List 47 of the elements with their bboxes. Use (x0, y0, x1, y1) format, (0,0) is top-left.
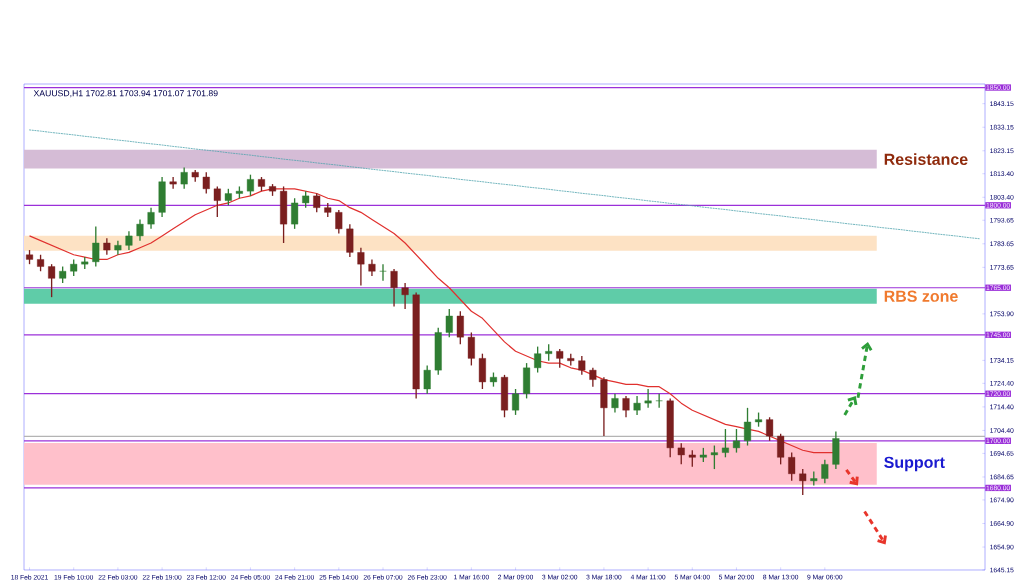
candlestick (622, 395, 630, 418)
candlestick (578, 355, 586, 376)
candlestick (744, 407, 752, 447)
candlestick (291, 197, 299, 230)
candlestick (213, 185, 221, 218)
candlestick (335, 209, 343, 235)
candlestick (180, 166, 188, 190)
candlestick (611, 393, 619, 414)
candlestick (721, 428, 729, 458)
candlestick (401, 282, 409, 310)
candlestick (556, 348, 564, 369)
candlestick (478, 353, 486, 390)
candlestick (788, 451, 796, 482)
candlestick (821, 458, 829, 484)
candlestick (534, 345, 542, 374)
candlestick (202, 171, 210, 195)
annotation: XAUUSD,H1 1702.81 1703.94 1701.07 1701.89 (33, 90, 218, 98)
candlestick (379, 263, 387, 282)
candlestick (644, 388, 652, 409)
candlestick (467, 331, 475, 367)
candlestick (169, 176, 177, 190)
candlestick (390, 268, 398, 308)
candlestick (92, 225, 100, 268)
candlestick (512, 388, 520, 416)
band-label: RBS zone (884, 290, 958, 302)
band-label: Resistance (884, 153, 968, 165)
candlestick (732, 428, 740, 454)
candlestick (147, 206, 155, 230)
candlestick (125, 230, 133, 251)
candlestick (777, 433, 785, 466)
candlestick (346, 223, 354, 258)
candlestick (136, 218, 144, 242)
candlestick (313, 192, 321, 214)
candlestick (48, 263, 56, 298)
candlestick (423, 364, 431, 395)
candlestick (246, 174, 254, 197)
candlestick (677, 442, 685, 466)
candlestick (633, 395, 641, 416)
band-label: Support (884, 456, 945, 472)
candlestick (357, 247, 365, 287)
candlestick (655, 393, 663, 409)
candlestick (456, 310, 464, 345)
candlestick (589, 367, 597, 388)
candlestick (445, 308, 453, 338)
candlestick (710, 444, 718, 470)
candlestick (799, 468, 807, 496)
candlestick (766, 416, 774, 442)
